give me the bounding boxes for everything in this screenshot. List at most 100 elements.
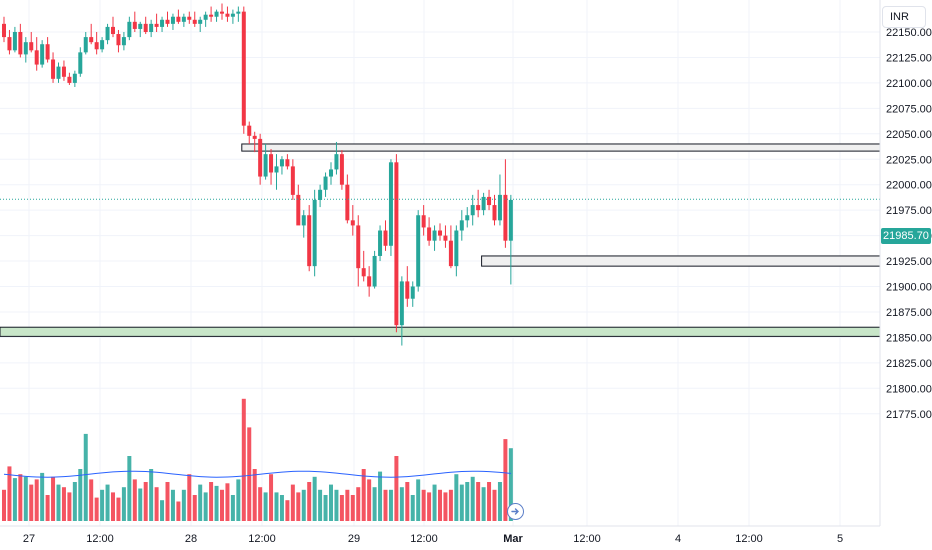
chevron-right-icon	[511, 508, 519, 515]
volume-bar	[443, 492, 448, 521]
candle-body	[149, 23, 154, 32]
candle-body	[23, 42, 28, 55]
volume-bar	[51, 476, 56, 521]
candle-body	[465, 215, 470, 221]
currency-label: INR	[890, 11, 909, 23]
volume-bar	[465, 482, 470, 521]
candle-body	[443, 235, 448, 241]
scroll-to-realtime-button[interactable]	[507, 503, 524, 520]
volume-bar	[241, 398, 246, 521]
time-tick-label: 12:00	[573, 533, 601, 545]
volume-bar	[154, 487, 159, 521]
volume-bar	[258, 487, 263, 521]
candle-body	[165, 19, 170, 24]
volume-bar	[181, 489, 186, 521]
candle-body	[372, 255, 377, 287]
volume-bar	[187, 474, 192, 521]
volume-bar	[296, 492, 301, 521]
volume-bar	[252, 469, 257, 521]
volume-bar	[356, 487, 361, 521]
candle-body	[143, 23, 148, 32]
candle-body	[350, 220, 355, 226]
volume-bar	[165, 482, 170, 521]
volume-bar	[476, 482, 481, 521]
candle-body	[105, 26, 110, 41]
volume-bars	[2, 398, 513, 521]
price-tick-label: 21875.00	[886, 307, 932, 319]
candle-body	[247, 125, 252, 136]
volume-bar	[127, 456, 132, 521]
candle-body	[18, 32, 23, 55]
candle-body	[170, 16, 175, 24]
time-tick-label: 5	[837, 533, 843, 545]
candle-body	[296, 194, 301, 226]
volume-bar	[378, 471, 383, 521]
volume-bar	[198, 484, 203, 521]
volume-bar	[176, 501, 181, 521]
candle-body	[89, 37, 94, 43]
candle-body	[416, 215, 421, 287]
volume-bar	[2, 489, 6, 521]
volume-bar	[334, 489, 339, 521]
candle-body	[181, 16, 186, 22]
candle-body	[209, 14, 214, 17]
volume-bar	[78, 469, 83, 521]
candle-body	[432, 230, 437, 241]
volume-bar	[508, 448, 513, 521]
volume-moving-average	[3, 470, 511, 478]
volume-bar	[383, 489, 388, 521]
candle-body	[214, 11, 219, 17]
volume-bar	[116, 497, 121, 521]
volume-bar	[421, 489, 426, 521]
currency-selector[interactable]: INR	[882, 6, 926, 28]
volume-bar	[247, 427, 252, 521]
candle-body	[378, 230, 383, 256]
volume-bar	[263, 492, 268, 521]
supply-zone	[481, 255, 881, 267]
volume-bar	[285, 500, 290, 521]
price-tick-label: 22150.00	[886, 27, 932, 39]
volume-bar	[432, 484, 437, 521]
volume-bar	[274, 492, 279, 521]
volume-bar	[236, 479, 241, 521]
candle-body	[339, 154, 344, 185]
time-tick-label: 12:00	[735, 533, 763, 545]
price-tick-label: 21975.00	[886, 205, 932, 217]
candle-body	[279, 159, 284, 167]
time-tick-label: 4	[675, 533, 681, 545]
candle-body	[34, 50, 39, 65]
volume-bar	[83, 433, 88, 521]
candle-body	[323, 176, 328, 190]
volume-bar	[361, 469, 366, 521]
volume-bar	[220, 489, 224, 521]
candle-body	[508, 199, 513, 241]
candle-body	[334, 154, 339, 170]
volume-bar	[492, 489, 497, 521]
volume-bar	[67, 492, 72, 521]
candle-body	[236, 11, 241, 14]
candle-body	[329, 169, 333, 177]
candle-body	[94, 42, 99, 50]
candle-body	[127, 21, 132, 38]
candle-body	[116, 34, 121, 46]
candle-body	[187, 16, 192, 20]
last-price-value: 21985.70	[883, 230, 929, 242]
candle-body	[83, 37, 88, 53]
volume-bar	[203, 492, 208, 521]
volume-bar	[192, 495, 197, 521]
volume-bar	[394, 456, 399, 521]
volume-bar	[312, 476, 317, 521]
volume-bar	[138, 488, 143, 521]
candle-body	[476, 205, 481, 211]
time-tick-label: 28	[185, 533, 197, 545]
candle-body	[121, 37, 126, 46]
candle-body	[470, 205, 475, 216]
volume-bar	[470, 476, 475, 521]
volume-bar	[72, 482, 77, 521]
candle-body	[388, 162, 393, 246]
candle-body	[459, 220, 464, 231]
candle-body	[225, 13, 230, 17]
volume-bar	[94, 497, 99, 521]
time-tick-label: 12:00	[410, 533, 438, 545]
